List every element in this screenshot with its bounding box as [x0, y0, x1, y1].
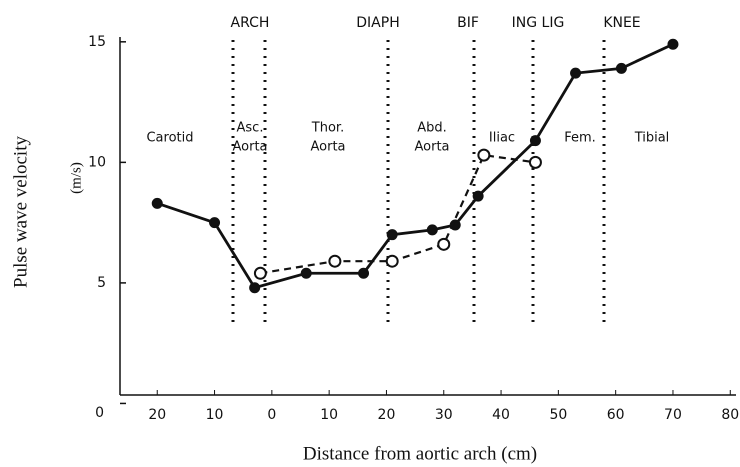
- region-label: Aorta: [310, 140, 345, 155]
- landmark-label: BIF: [457, 15, 479, 31]
- data-point: [477, 148, 491, 162]
- x-tick-label: 60: [607, 407, 625, 423]
- data-point: [249, 282, 261, 294]
- region-label: Asc.: [237, 121, 264, 136]
- y-tick-label: 0: [95, 405, 104, 421]
- data-point: [529, 135, 541, 147]
- region-label: Tibial: [634, 131, 670, 146]
- data-point: [209, 217, 221, 229]
- data-point: [253, 266, 267, 280]
- x-tick-label: 10: [320, 407, 338, 423]
- data-point: [328, 254, 342, 268]
- data-point: [358, 267, 370, 279]
- region-label: Aorta: [414, 140, 449, 155]
- data-point: [385, 254, 399, 268]
- region-label: Iliac: [489, 131, 515, 146]
- x-tick-label: 20: [378, 407, 396, 423]
- y-tick-label: 10: [88, 154, 106, 170]
- x-tick-label: 20: [148, 407, 166, 423]
- landmark-label: DIAPH: [356, 15, 399, 31]
- y-tick-label: 5: [97, 275, 106, 291]
- landmark-label: ING LIG: [512, 15, 565, 31]
- x-tick-label: 0: [267, 407, 276, 423]
- series-line: [260, 153, 536, 275]
- x-tick-label: 10: [206, 407, 224, 423]
- region-label: Aorta: [232, 140, 267, 155]
- series-line: [156, 42, 674, 290]
- data-point: [300, 267, 312, 279]
- x-tick-label: 70: [664, 407, 682, 423]
- data-point: [528, 155, 542, 169]
- data-point: [667, 38, 679, 50]
- region-label: Abd.: [417, 121, 447, 136]
- region-label: Fem.: [564, 131, 596, 146]
- x-axis-label: Distance from aortic arch (cm): [303, 443, 537, 464]
- data-point: [437, 237, 451, 251]
- x-tick-label: 30: [435, 407, 453, 423]
- landmark-label: KNEE: [603, 15, 640, 31]
- region-label: Thor.: [311, 121, 344, 136]
- data-point: [386, 229, 398, 241]
- x-tick-label: 80: [721, 407, 739, 423]
- y-axis-unit: (m/s): [68, 162, 84, 194]
- y-tick-label: 15: [88, 34, 106, 50]
- data-point: [570, 67, 582, 79]
- landmark-label: ARCH: [231, 15, 270, 31]
- y-axis-label: Pulse wave velocity: [10, 136, 31, 288]
- x-tick-label: 50: [549, 407, 567, 423]
- data-point: [472, 190, 484, 202]
- data-point: [151, 197, 163, 209]
- x-tick-label: 40: [492, 407, 510, 423]
- data-point: [615, 62, 627, 74]
- data-point: [426, 224, 438, 236]
- region-label: Carotid: [146, 131, 193, 146]
